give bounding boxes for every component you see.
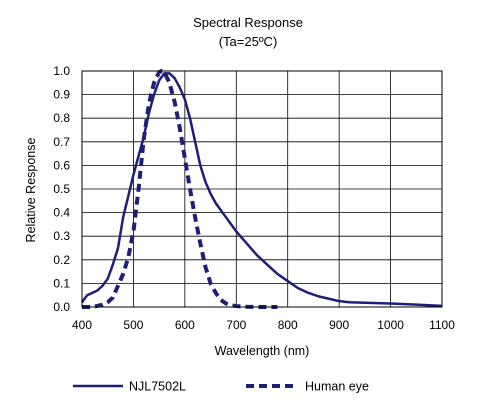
y-tick-label: 0.4 [53, 206, 70, 220]
chart-subtitle: (Ta=25ºC) [219, 34, 278, 49]
njl7502l-series-line [80, 72, 443, 308]
y-tick-label: 0.6 [53, 158, 70, 172]
y-tick-label: 0.7 [53, 135, 70, 149]
human-eye-series-line [82, 69, 278, 309]
x-tick-label: 600 [175, 318, 195, 332]
x-tick-label: 1000 [377, 318, 404, 332]
y-tick-label: 0.5 [53, 182, 70, 196]
series-lines [80, 69, 443, 309]
y-tick-labels: 0.0 0.1 0.2 0.3 0.4 0.5 0.6 0.7 0.8 0.9 1.0 [53, 64, 70, 314]
x-tick-label: 400 [72, 318, 92, 332]
y-tick-label: 1.0 [53, 64, 70, 78]
grid-lines [82, 71, 442, 307]
x-tick-label: 700 [226, 318, 246, 332]
x-tick-label: 800 [278, 318, 298, 332]
y-tick-label: 0.3 [53, 229, 70, 243]
y-tick-label: 0.8 [53, 111, 70, 125]
y-tick-label: 0.2 [53, 253, 70, 267]
y-tick-label: 0.9 [53, 88, 70, 102]
x-tick-label: 500 [123, 318, 143, 332]
y-tick-label: 0.0 [53, 300, 70, 314]
y-tick-label: 0.1 [53, 276, 70, 290]
x-tick-label: 1100 [429, 318, 455, 332]
chart-title: Spectral Response [193, 15, 303, 30]
x-tick-label: 900 [329, 318, 349, 332]
plot-frame [81, 70, 443, 308]
legend: NJL7502L Human eye [73, 380, 369, 394]
legend-label-njl7502l: NJL7502L [129, 380, 186, 394]
legend-label-human-eye: Human eye [305, 380, 369, 394]
y-axis-label: Relative Response [24, 137, 38, 242]
x-axis-label: Wavelength (nm) [215, 344, 310, 358]
x-tick-labels: 400 500 600 700 800 900 1000 1100 [72, 318, 455, 332]
